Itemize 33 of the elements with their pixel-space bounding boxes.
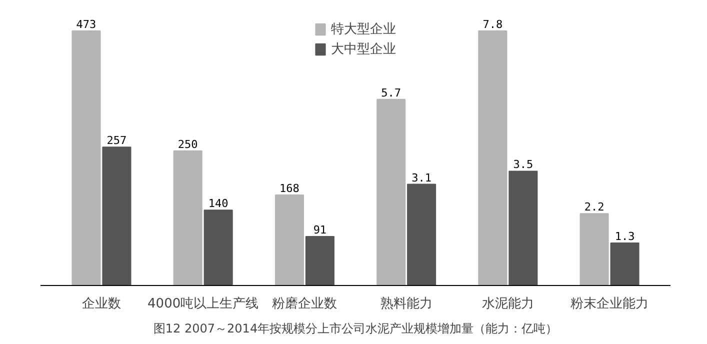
- data-label: 1.3: [614, 230, 635, 244]
- bar: [305, 236, 334, 286]
- bar: [173, 150, 202, 286]
- bar: [478, 30, 508, 286]
- bar: [376, 98, 406, 286]
- x-tick-label: 粉磨企业数: [272, 296, 338, 312]
- bar: [580, 213, 609, 286]
- x-tick-label: 水泥能力: [482, 296, 534, 312]
- data-label: 257: [106, 134, 127, 148]
- data-label: 91: [313, 224, 327, 237]
- x-tick-label: 企业数: [82, 296, 121, 312]
- text: 图12 2007～2014年按规模分上市公司水泥产业规模增加量（能力：亿吨）: [153, 322, 558, 336]
- legend-label: 大中型企业: [331, 41, 396, 58]
- x-tick-label: 熟料能力: [380, 296, 432, 312]
- data-label: 473: [76, 18, 96, 31]
- x-tick-label: 4000吨以上生产线: [148, 296, 259, 312]
- bar: [407, 184, 436, 286]
- data-label: 5.7: [381, 86, 402, 100]
- bar: [72, 30, 101, 286]
- bar: [508, 170, 538, 286]
- bar: [204, 210, 233, 286]
- data-label: 168: [280, 182, 300, 196]
- data-label: 7.8: [482, 18, 503, 31]
- bar: [610, 242, 640, 286]
- data-label: 2.2: [584, 200, 604, 214]
- data-label: 3.1: [412, 171, 432, 184]
- bar: [102, 146, 132, 286]
- data-label: 3.5: [513, 158, 534, 172]
- data-label: 140: [208, 197, 228, 210]
- legend-label: 特大型企业: [331, 21, 396, 38]
- data-label: 250: [178, 138, 198, 151]
- bar: [274, 194, 304, 286]
- x-tick-label: 粉末企业能力: [570, 296, 649, 312]
